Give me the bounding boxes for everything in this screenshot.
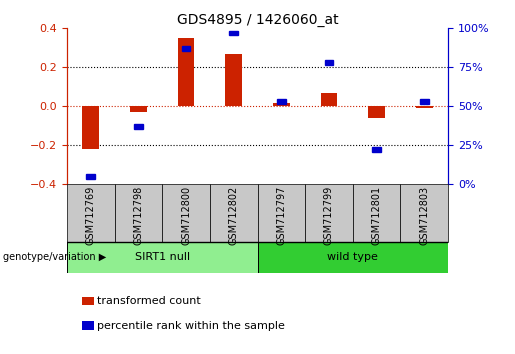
- Text: GSM712798: GSM712798: [133, 186, 143, 245]
- Bar: [210, 184, 258, 242]
- Text: GSM712769: GSM712769: [86, 186, 96, 245]
- Text: transformed count: transformed count: [97, 296, 200, 306]
- Bar: [229, 30, 238, 35]
- Bar: [277, 99, 286, 104]
- Text: GSM712801: GSM712801: [372, 186, 382, 245]
- Text: percentile rank within the sample: percentile rank within the sample: [97, 321, 285, 331]
- Bar: [368, 106, 385, 118]
- Bar: [162, 184, 210, 242]
- Bar: [67, 242, 258, 273]
- Bar: [416, 106, 433, 108]
- Text: GSM712799: GSM712799: [324, 186, 334, 245]
- Bar: [372, 147, 381, 152]
- Bar: [114, 184, 162, 242]
- Text: genotype/variation ▶: genotype/variation ▶: [3, 252, 106, 262]
- Bar: [87, 174, 95, 179]
- Bar: [258, 184, 305, 242]
- Bar: [178, 38, 194, 106]
- Bar: [226, 54, 242, 106]
- Text: SIRT1 null: SIRT1 null: [134, 252, 190, 262]
- Text: wild type: wild type: [328, 252, 378, 262]
- Bar: [258, 242, 448, 273]
- Bar: [353, 184, 401, 242]
- Bar: [130, 106, 147, 112]
- Title: GDS4895 / 1426060_at: GDS4895 / 1426060_at: [177, 13, 338, 27]
- Bar: [401, 184, 448, 242]
- Bar: [134, 124, 143, 129]
- Bar: [305, 184, 353, 242]
- Bar: [182, 46, 191, 51]
- Text: GSM712797: GSM712797: [277, 186, 286, 245]
- Bar: [321, 93, 337, 106]
- Text: GSM712803: GSM712803: [419, 186, 429, 245]
- Bar: [324, 60, 333, 65]
- Bar: [273, 103, 289, 106]
- Text: GSM712800: GSM712800: [181, 186, 191, 245]
- Text: GSM712802: GSM712802: [229, 186, 238, 245]
- Bar: [420, 99, 428, 104]
- Bar: [82, 106, 99, 149]
- Bar: [67, 184, 115, 242]
